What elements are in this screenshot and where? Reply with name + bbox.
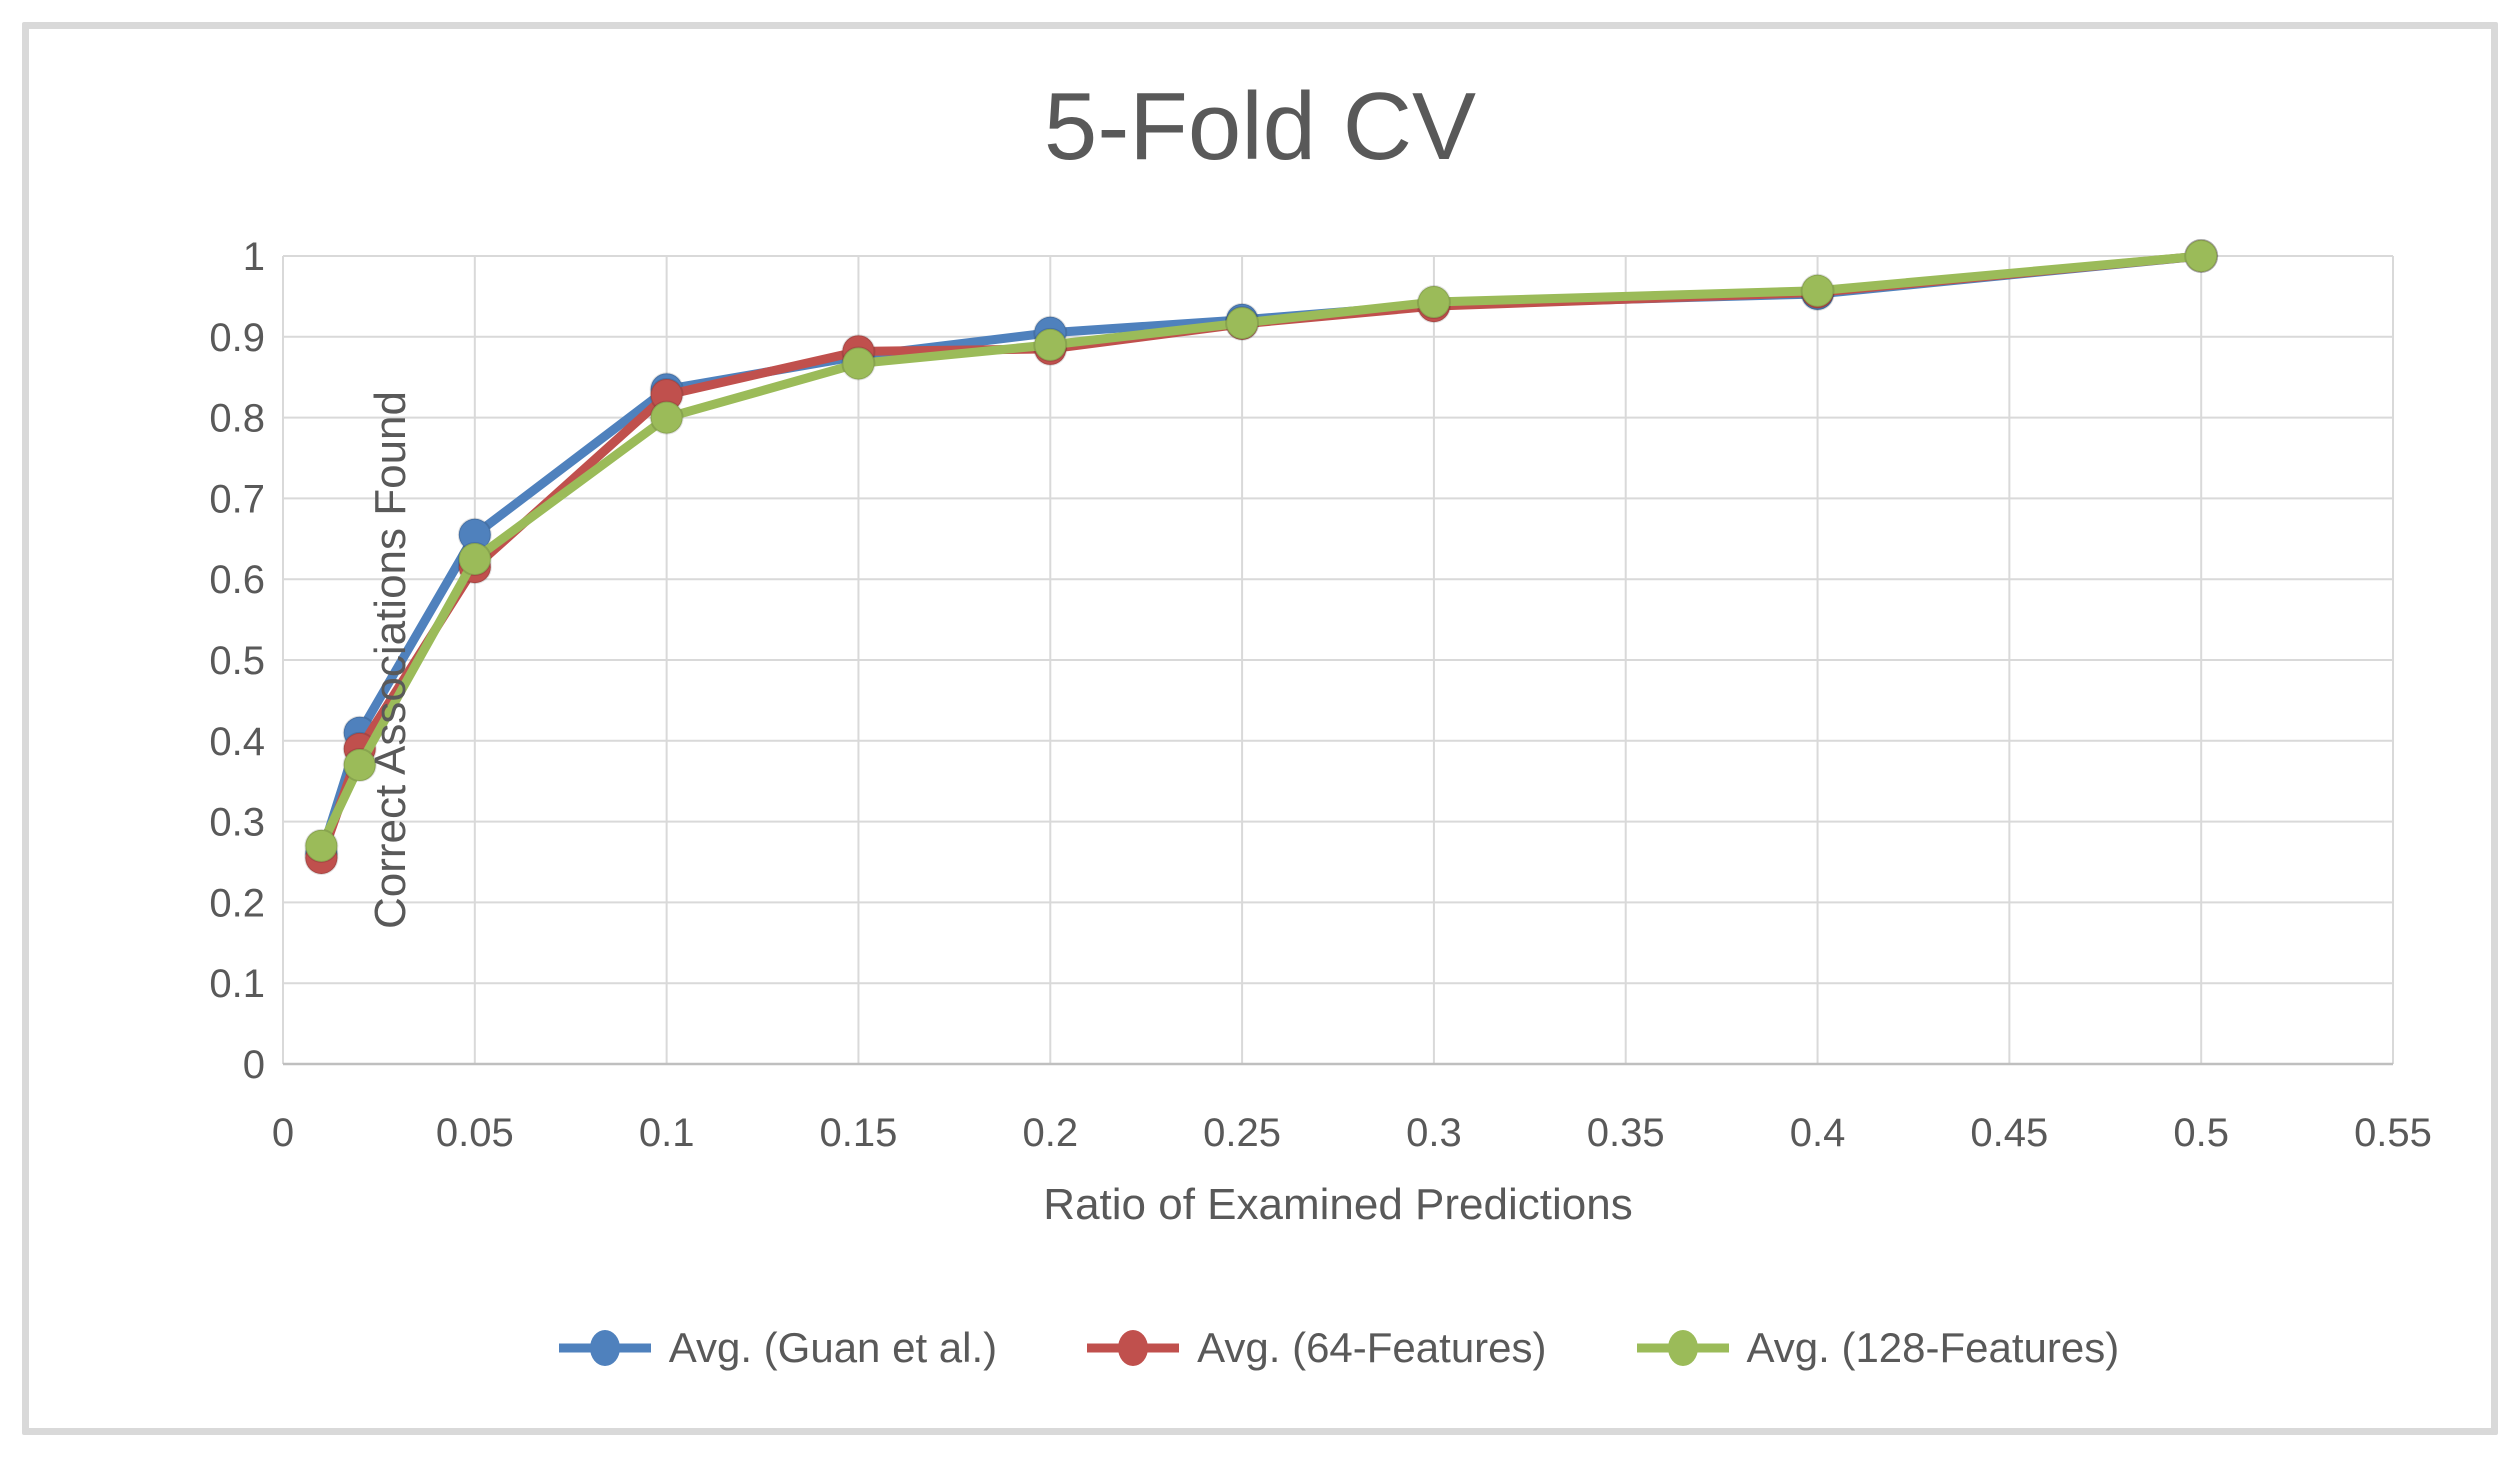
data-point-marker	[2184, 239, 2219, 273]
legend-dot	[1667, 1330, 1698, 1366]
data-point-marker	[1225, 306, 1260, 341]
data-point-marker	[649, 400, 684, 435]
chart-frame	[22, 22, 2498, 1435]
x-tick-label: 0.45	[1970, 1111, 2048, 1155]
x-tick-label: 0.4	[1790, 1111, 1846, 1155]
series-line	[316, 251, 2206, 863]
y-tick-label: 1	[243, 235, 265, 279]
x-tick-label: 0.1	[639, 1111, 695, 1155]
legend-item-0: Avg. (Guan et al.)	[557, 1324, 997, 1372]
data-point-marker	[1033, 327, 1068, 362]
x-tick-label: 0.15	[820, 1111, 898, 1155]
chart-title: 5-Fold CV	[1043, 73, 1477, 180]
x-tick-label: 0.3	[1406, 1111, 1462, 1155]
y-tick-label: 0.7	[209, 477, 265, 521]
legend-label: Avg. (128-Features)	[1746, 1324, 2120, 1371]
series-line	[316, 251, 2206, 859]
legend-marker-icon	[1087, 1330, 1180, 1366]
legend-item-2: Avg. (128-Features)	[1635, 1324, 2120, 1372]
x-tick-label: 0.2	[1022, 1111, 1078, 1155]
legend-marker-icon	[558, 1330, 651, 1366]
x-tick-label: 0.05	[436, 1111, 514, 1155]
y-tick-label: 0.9	[209, 316, 265, 360]
y-tick-label: 0.2	[209, 881, 265, 925]
legend-dot	[1118, 1330, 1149, 1366]
y-tick-label: 0	[243, 1043, 265, 1087]
y-tick-label: 0.3	[209, 801, 265, 845]
x-tick-label: 0.25	[1203, 1111, 1281, 1155]
x-axis-title: Ratio of Examined Predictions	[1043, 1180, 1633, 1229]
data-point-marker	[1416, 285, 1451, 320]
series-line	[316, 251, 2206, 851]
y-tick-label: 0.5	[209, 639, 265, 683]
x-tick-label: 0.55	[2354, 1111, 2432, 1155]
legend: Avg. (Guan et al.) Avg. (64-Features) Avg.…	[283, 1308, 2393, 1388]
legend-item-1: Avg. (64-Features)	[1085, 1324, 1547, 1372]
x-tick-label: 0.35	[1587, 1111, 1665, 1155]
data-point-marker	[342, 748, 377, 783]
y-tick-label: 0.4	[209, 720, 265, 764]
x-tick-label: 0.5	[2173, 1111, 2229, 1155]
y-axis-title: Correct Associations Found	[366, 390, 415, 930]
legend-dot	[589, 1330, 620, 1366]
y-tick-label: 0.1	[209, 962, 265, 1006]
data-point-marker	[1800, 273, 1835, 308]
legend-label: Avg. (64-Features)	[1197, 1324, 1547, 1371]
legend-label: Avg. (Guan et al.)	[668, 1324, 998, 1371]
legend-marker-icon	[1636, 1330, 1729, 1366]
data-point-marker	[457, 542, 492, 576]
x-tick-label: 0	[272, 1111, 294, 1155]
y-tick-label: 0.8	[209, 397, 265, 441]
data-point-marker	[304, 828, 339, 863]
data-point-marker	[841, 346, 876, 381]
y-tick-label: 0.6	[209, 558, 265, 602]
